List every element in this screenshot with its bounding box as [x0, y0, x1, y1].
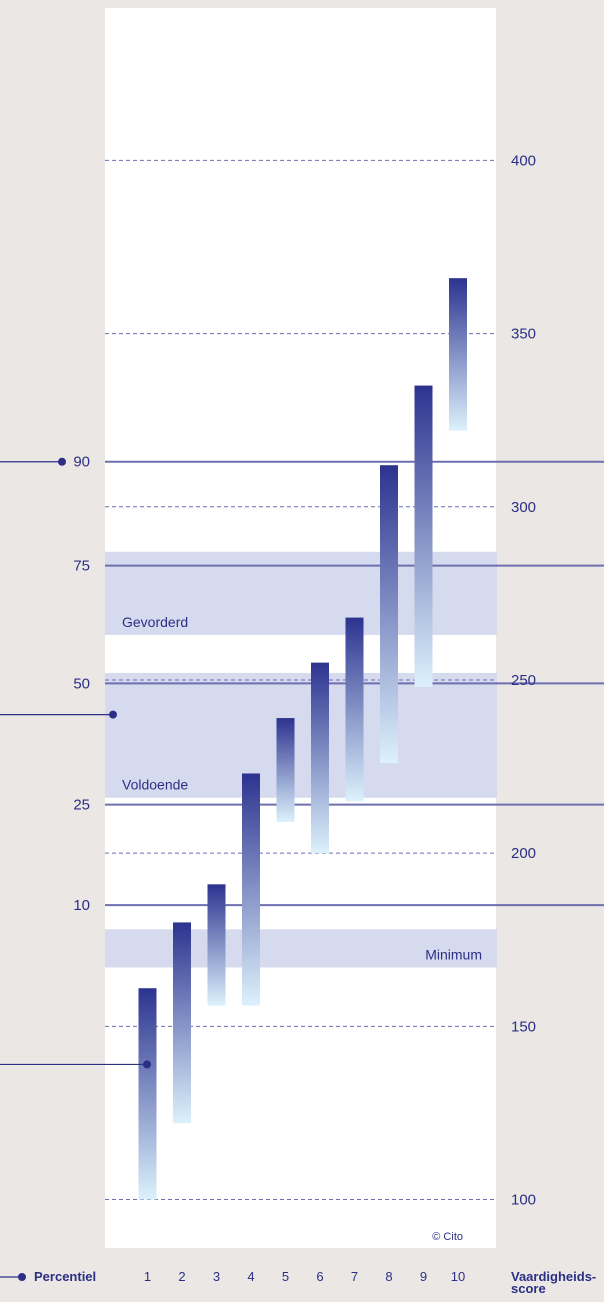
x-tick-10: 10	[451, 1269, 465, 1284]
bar-8	[380, 465, 398, 764]
band-voldoende	[105, 673, 497, 798]
marker-dot-1	[58, 457, 66, 466]
y-tick-300: 300	[511, 499, 536, 516]
percentile-axis-label: Percentiel	[34, 1269, 96, 1284]
band-label-gevorderd: Gevorderd	[122, 614, 188, 630]
x-tick-7: 7	[351, 1269, 358, 1284]
labels: GevorderdVoldoendeMinimum100150200250300…	[73, 152, 536, 1284]
y-axis-label-line-2: score	[511, 1281, 546, 1296]
y-tick-100: 100	[511, 1192, 536, 1209]
percentile-legend-dot	[18, 1273, 26, 1281]
x-tick-5: 5	[282, 1269, 289, 1284]
y-axis-label: Vaardigheids-score	[511, 1269, 596, 1296]
marker-dot-3	[143, 1060, 151, 1069]
y-tick-150: 150	[511, 1018, 536, 1035]
bar-7	[345, 617, 364, 802]
left-markers	[0, 457, 151, 1069]
band-label-voldoende: Voldoende	[122, 777, 188, 793]
bar-4	[242, 773, 260, 1006]
gridlines	[105, 159, 496, 1201]
x-tick-6: 6	[316, 1269, 323, 1284]
bar-6	[311, 662, 329, 854]
x-tick-2: 2	[178, 1269, 185, 1284]
x-tick-3: 3	[213, 1269, 220, 1284]
bar-9	[414, 385, 433, 687]
y-axis-label-line-1: Vaardigheids-	[511, 1269, 596, 1284]
copyright: © Cito	[432, 1231, 463, 1243]
percentile-label-50: 50	[73, 675, 90, 692]
band-label-minimum: Minimum	[425, 946, 482, 962]
y-tick-350: 350	[511, 326, 536, 343]
percentile-label-90: 90	[73, 454, 90, 471]
percentile-label-10: 10	[73, 897, 90, 914]
x-tick-9: 9	[420, 1269, 427, 1284]
x-tick-1: 1	[144, 1269, 151, 1284]
marker-dot-2	[109, 710, 117, 719]
y-tick-200: 200	[511, 845, 536, 862]
percentile-lines	[105, 460, 604, 907]
y-tick-250: 250	[511, 672, 536, 689]
bar-1	[138, 988, 157, 1200]
y-tick-400: 400	[511, 152, 536, 169]
percentile-label-25: 25	[73, 797, 90, 814]
bar-3	[207, 884, 226, 1006]
band-minimum	[105, 929, 497, 968]
percentile-label-75: 75	[73, 558, 90, 575]
bar-2	[173, 922, 191, 1124]
x-tick-4: 4	[247, 1269, 254, 1284]
bar-5	[276, 718, 295, 822]
bar-10	[449, 278, 467, 431]
x-tick-8: 8	[385, 1269, 392, 1284]
bars	[138, 278, 467, 1200]
